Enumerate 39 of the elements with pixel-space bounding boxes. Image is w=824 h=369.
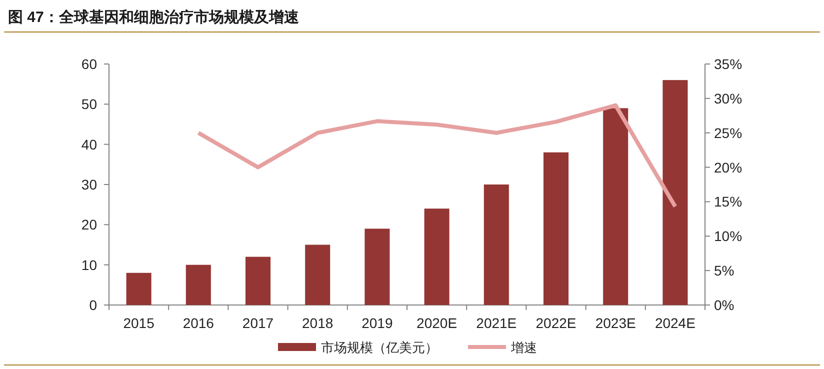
bar xyxy=(245,256,271,305)
y2-tick-label: 25% xyxy=(714,124,742,141)
y-tick-label: 0 xyxy=(89,297,98,313)
bar xyxy=(364,228,390,305)
y2-tick-label: 20% xyxy=(714,159,742,176)
legend-label: 增速 xyxy=(510,340,537,355)
bar xyxy=(186,264,211,305)
y-tick-label: 10 xyxy=(81,256,98,273)
y2-tick-label: 15% xyxy=(714,194,742,210)
x-tick-label: 2024E xyxy=(654,315,696,331)
y2-tick-label: 30% xyxy=(714,90,742,106)
x-tick-label: 2018 xyxy=(302,315,334,331)
x-tick-label: 2015 xyxy=(123,315,155,331)
bar xyxy=(662,80,688,305)
y-tick-label: 30 xyxy=(81,176,98,192)
bar xyxy=(126,272,152,305)
y2-tick-label: 10% xyxy=(714,228,742,244)
y-tick-label: 50 xyxy=(81,96,98,112)
x-tick-label: 2019 xyxy=(362,315,393,331)
y-tick-label: 20 xyxy=(81,216,98,233)
legend-label: 市场规模（亿美元） xyxy=(321,340,438,355)
bar xyxy=(484,184,509,305)
y2-tick-label: 5% xyxy=(714,262,734,279)
y-tick-label: 40 xyxy=(81,136,98,152)
y-tick-label: 60 xyxy=(81,56,98,72)
x-tick-label: 2023E xyxy=(595,315,636,331)
bar xyxy=(424,208,450,305)
x-tick-label: 2020E xyxy=(416,315,458,331)
y2-tick-label: 35% xyxy=(714,56,742,72)
y2-tick-label: 0% xyxy=(714,297,734,313)
chart-title: 图 47：全球基因和细胞治疗市场规模及增速 xyxy=(8,8,300,26)
line-series xyxy=(196,103,678,209)
x-tick-label: 2017 xyxy=(242,315,274,331)
bar xyxy=(305,244,330,305)
x-tick-label: 2016 xyxy=(182,315,214,331)
bar xyxy=(603,108,628,305)
x-tick-label: 2022E xyxy=(536,315,576,331)
x-tick-label: 2021E xyxy=(476,315,517,331)
bar xyxy=(543,152,569,305)
